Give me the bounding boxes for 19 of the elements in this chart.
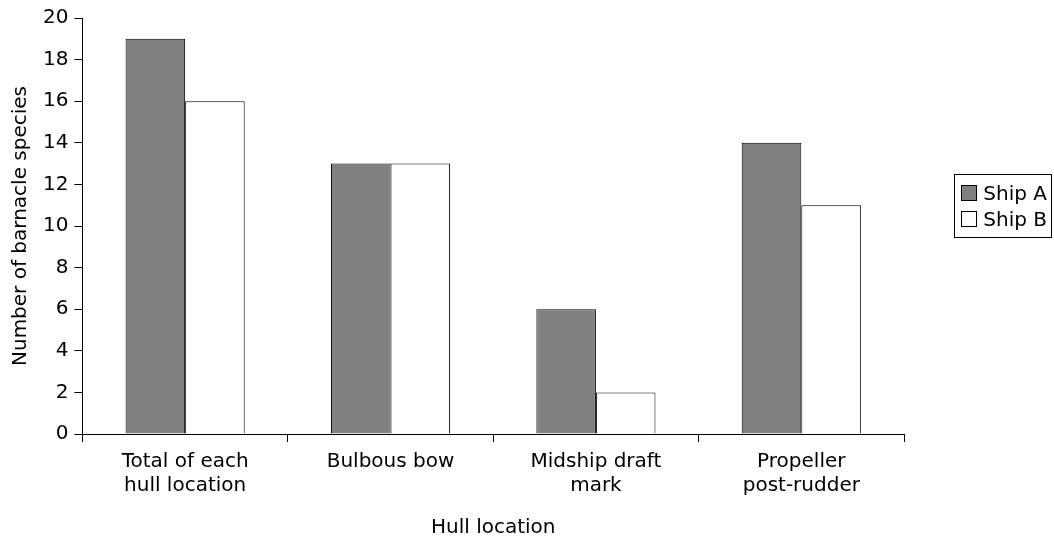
y-tick-label: 8: [55, 253, 69, 278]
x-tick-label: Total of each hull location: [120, 448, 249, 497]
text: Ship B: [983, 206, 1047, 232]
legend-label: Ship A: [983, 180, 1047, 206]
y-tick-label: 6: [55, 295, 69, 320]
y-tick-label: 0: [55, 420, 69, 445]
y-tick-label: 2: [55, 378, 69, 403]
x-tick-label: Midship draft mark: [530, 448, 662, 497]
y-tick-label: 10: [43, 212, 69, 237]
y-tick-label: 12: [43, 170, 69, 195]
x-tick-label: Bulbous bow: [326, 448, 455, 473]
y-tick-label: 20: [43, 4, 69, 29]
y-tick-label: 18: [43, 45, 69, 70]
y-tick-label: 16: [43, 87, 69, 112]
y-tick-label: 14: [43, 129, 69, 153]
x-axis-title: Hull location: [430, 514, 556, 539]
x-tick-label: Propeller post-rudder: [742, 448, 861, 497]
y-tick-label: 4: [55, 337, 69, 361]
y-axis-title: Number of barnacle species: [7, 86, 32, 366]
